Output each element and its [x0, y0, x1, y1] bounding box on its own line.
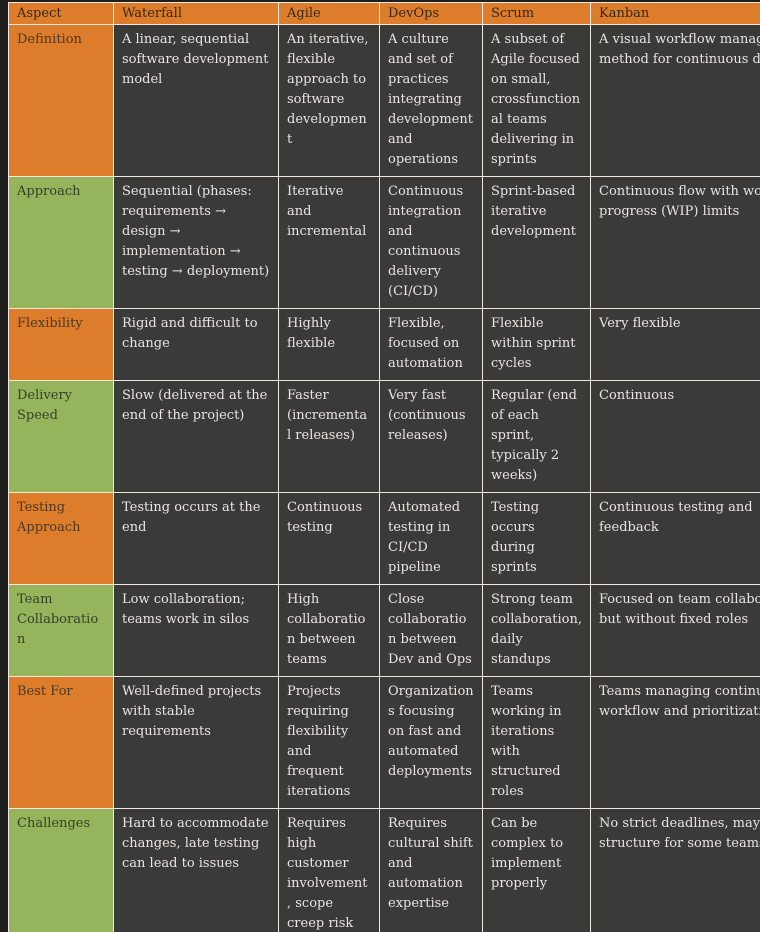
table-cell-devops: Flexible, focused on automation — [379, 308, 483, 381]
column-header-aspect: Aspect — [8, 2, 114, 25]
table-cell-agile: Faster (incremental releases) — [278, 380, 380, 493]
table-cell-scrum: Strong team collaboration, daily standup… — [482, 584, 591, 677]
table-cell-devops: Automated testing in CI/CD pipeline — [379, 492, 483, 585]
aspect-cell: Best For — [8, 676, 114, 809]
table-cell-agile: Iterative and incremental — [278, 176, 380, 309]
table-cell-agile: An iterative, flexible approach to softw… — [278, 24, 380, 177]
column-header-waterfall: Waterfall — [113, 2, 279, 25]
table-cell-kanban: Focused on team collaboration but withou… — [590, 584, 760, 677]
table-row-testing-approach: Testing Approach Testing occurs at the e… — [8, 492, 760, 585]
header-row: Aspect Waterfall Agile DevOps Scrum Kanb… — [8, 2, 760, 25]
column-header-kanban: Kanban — [590, 2, 760, 25]
table-cell-waterfall: Well-defined projects with stable requir… — [113, 676, 279, 809]
table-cell-kanban: No strict deadlines, may lack structure … — [590, 808, 760, 932]
table-cell-waterfall: Sequential (phases: requirements → desig… — [113, 176, 279, 309]
table-cell-agile: Continuous testing — [278, 492, 380, 585]
table-cell-scrum: Sprint-based iterative development — [482, 176, 591, 309]
table-cell-devops: Close collaboration between Dev and Ops — [379, 584, 483, 677]
table-cell-agile: Highly flexible — [278, 308, 380, 381]
table-cell-scrum: Teams working in iterations with structu… — [482, 676, 591, 809]
table-cell-kanban: Continuous testing and feedback — [590, 492, 760, 585]
table-row-flexibility: Flexibility Rigid and difficult to chang… — [8, 308, 760, 381]
aspect-cell: Testing Approach — [8, 492, 114, 585]
aspect-cell: Definition — [8, 24, 114, 177]
table-cell-kanban: Very flexible — [590, 308, 760, 381]
table-row-best-for: Best For Well-defined projects with stab… — [8, 676, 760, 809]
methodology-comparison-table: Aspect Waterfall Agile DevOps Scrum Kanb… — [8, 2, 760, 932]
aspect-cell: Delivery Speed — [8, 380, 114, 493]
aspect-cell: Challenges — [8, 808, 114, 932]
table-cell-kanban: A visual workflow management method for … — [590, 24, 760, 177]
aspect-cell: Flexibility — [8, 308, 114, 381]
table-cell-waterfall: Hard to accommodate changes, late testin… — [113, 808, 279, 932]
table-cell-agile: High collaboration between teams — [278, 584, 380, 677]
table-cell-agile: Projects requiring flexibility and frequ… — [278, 676, 380, 809]
table-cell-waterfall: Testing occurs at the end — [113, 492, 279, 585]
column-header-agile: Agile — [278, 2, 380, 25]
table-cell-waterfall: A linear, sequential software developmen… — [113, 24, 279, 177]
table-cell-scrum: Testing occurs during sprints — [482, 492, 591, 585]
table-cell-waterfall: Slow (delivered at the end of the projec… — [113, 380, 279, 493]
table-cell-scrum: A subset of Agile focused on small, cros… — [482, 24, 591, 177]
table-cell-scrum: Flexible within sprint cycles — [482, 308, 591, 381]
table-row-team-collaboration: Team Collaboration Low collaboration; te… — [8, 584, 760, 677]
table-cell-devops: Requires cultural shift and automation e… — [379, 808, 483, 932]
column-header-devops: DevOps — [379, 2, 483, 25]
table-cell-agile: Requires high customer involvement, scop… — [278, 808, 380, 932]
table-row-approach: Approach Sequential (phases: requirement… — [8, 176, 760, 309]
table-cell-scrum: Can be complex to implement properly — [482, 808, 591, 932]
table-cell-devops: A culture and set of practices integrati… — [379, 24, 483, 177]
table-cell-devops: Organizations focusing on fast and autom… — [379, 676, 483, 809]
table-cell-devops: Very fast (continuous releases) — [379, 380, 483, 493]
aspect-cell: Team Collaboration — [8, 584, 114, 677]
column-header-scrum: Scrum — [482, 2, 591, 25]
table-cell-waterfall: Rigid and difficult to change — [113, 308, 279, 381]
table-cell-kanban: Continuous — [590, 380, 760, 493]
table-cell-waterfall: Low collaboration; teams work in silos — [113, 584, 279, 677]
table-cell-kanban: Teams managing continuous workflow and p… — [590, 676, 760, 809]
table-row-challenges: Challenges Hard to accommodate changes, … — [8, 808, 760, 932]
table-row-definition: Definition A linear, sequential software… — [8, 24, 760, 177]
table-cell-kanban: Continuous flow with workin-progress (WI… — [590, 176, 760, 309]
table-cell-scrum: Regular (end of each sprint, typically 2… — [482, 380, 591, 493]
aspect-cell: Approach — [8, 176, 114, 309]
table-row-delivery-speed: Delivery Speed Slow (delivered at the en… — [8, 380, 760, 493]
table-cell-devops: Continuous integration and continuous de… — [379, 176, 483, 309]
